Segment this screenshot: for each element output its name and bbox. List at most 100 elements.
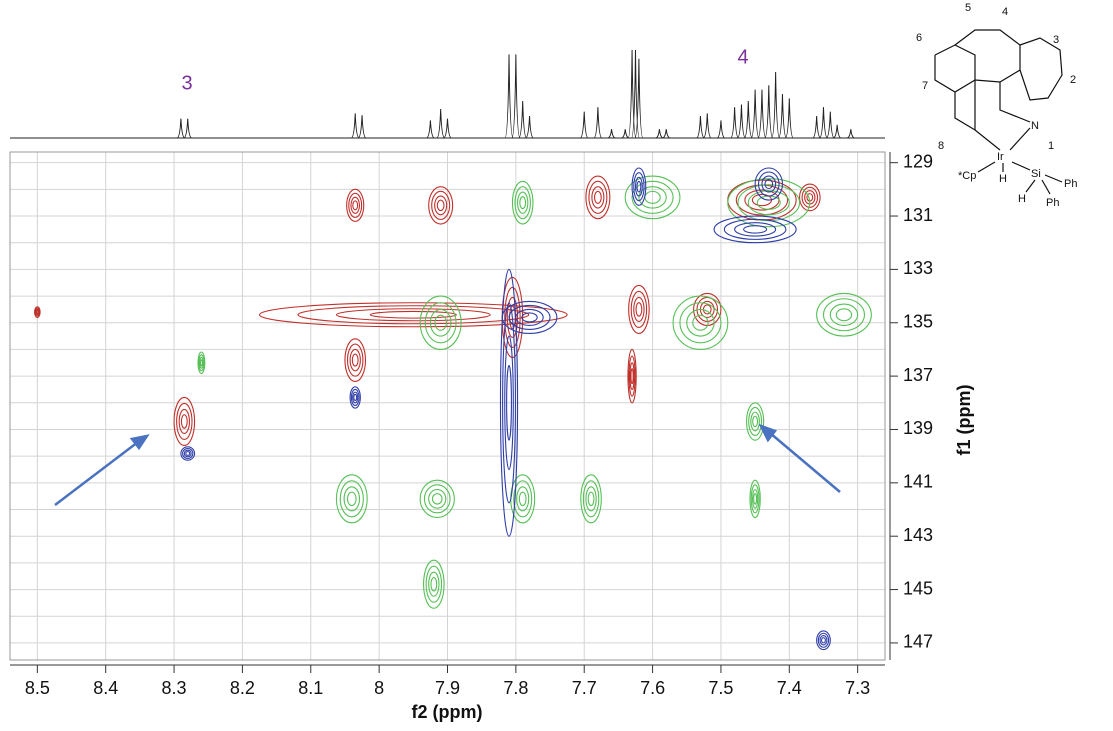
projection-peak [716,120,726,139]
contour-peak [636,180,642,193]
contour-peak [423,484,451,514]
contour-peak [631,167,647,206]
x-tick-label: 7.6 [640,678,665,698]
contour-peak [686,308,715,337]
contour-peak [757,171,780,197]
y-tick-label: 139 [903,418,933,438]
atom-number: 4 [1002,6,1008,18]
projection-peak [730,107,739,139]
contour-peak [829,303,859,326]
contour-peak [199,356,204,369]
contour-peak [429,308,452,337]
x-tick-label: 7.3 [845,678,870,698]
contour-peak [746,402,765,441]
contour-peak [723,218,787,240]
y-tick-label: 143 [903,525,933,545]
contour-peak [335,474,368,524]
projection-peak [593,107,603,139]
contour-peak [756,195,781,210]
contour-peak [516,486,530,512]
ligand: *Cp [958,170,976,182]
contour-peak [585,175,611,220]
contour-peak [801,186,819,208]
projection-peak [737,104,746,139]
x-axis-label: f2 (ppm) [412,702,483,722]
contour-peak [350,388,360,407]
bond [999,82,1031,123]
contour-peak [185,451,191,456]
projection-peak [183,118,192,139]
contour-peak [734,222,777,237]
atom-number: 8 [938,140,944,152]
contour-peak [638,186,667,209]
contour-peak [428,488,447,509]
y-tick-label: 145 [903,578,933,598]
contour-peak [173,396,196,447]
contour-peak [511,180,534,225]
contour-peak [743,225,768,234]
contour-peak [506,364,512,441]
projection-peak [607,129,616,139]
projection-peak [634,58,644,139]
contour-peak [258,302,568,328]
contour-peak [339,480,364,518]
projection-peak [846,129,855,139]
atom-number: 1 [1048,140,1054,152]
projection-peak [757,89,767,139]
contour-peak [369,310,457,319]
contour-peak [517,191,529,214]
contour-peak [183,449,192,458]
projection-peak [426,120,435,139]
atom-number: 2 [1070,74,1076,86]
projection-peak [627,49,637,139]
contour-peak [346,343,364,377]
contour-peak [182,447,194,460]
contour-peak [593,190,602,204]
bond [1009,127,1031,151]
contour-peak [750,484,760,514]
ligand: H [1018,193,1026,205]
x-tick-label: 8.3 [162,678,187,698]
projection-peak [511,54,521,139]
contour-peak [679,302,722,344]
y-tick-label: 133 [903,258,933,278]
contour-peak [750,411,760,432]
projection [10,49,885,139]
contour-peak [633,172,645,202]
atom-number: 3 [1053,34,1059,46]
x-tick-label: 7.9 [435,678,460,698]
contour-peak [630,368,634,385]
contour-peak [501,300,558,334]
y-tick-label: 131 [903,205,933,225]
bond [954,80,976,132]
contour-peak [352,200,359,211]
arrow [769,432,841,493]
contour-peak [428,186,454,225]
projection-peak [518,101,528,139]
contour-peak [582,480,600,518]
x-tick-label: 7.5 [708,678,733,698]
bond [974,129,1001,151]
ligand: Ph [1064,178,1077,190]
x-tick-label: 7.7 [572,678,597,698]
contour-peak [419,295,462,350]
contour-peak [346,491,357,507]
arrowhead [129,434,150,451]
contour-peak [672,295,729,350]
contour-peak [423,559,445,609]
contour-peak [816,292,872,337]
contour-peak [297,305,530,325]
projection-peak [357,115,367,139]
y-tick-label: 147 [903,632,933,652]
contour-peak [629,362,635,391]
contour-peak [425,565,443,603]
contour-peak [635,302,643,317]
projection-peak [703,113,712,139]
contour-peak [36,310,39,315]
contour-peak [514,186,531,220]
contour-peak [430,576,438,592]
contour-peak [344,338,367,383]
bond [1019,37,1063,101]
contour-peak [180,446,196,461]
arrow [54,441,139,506]
